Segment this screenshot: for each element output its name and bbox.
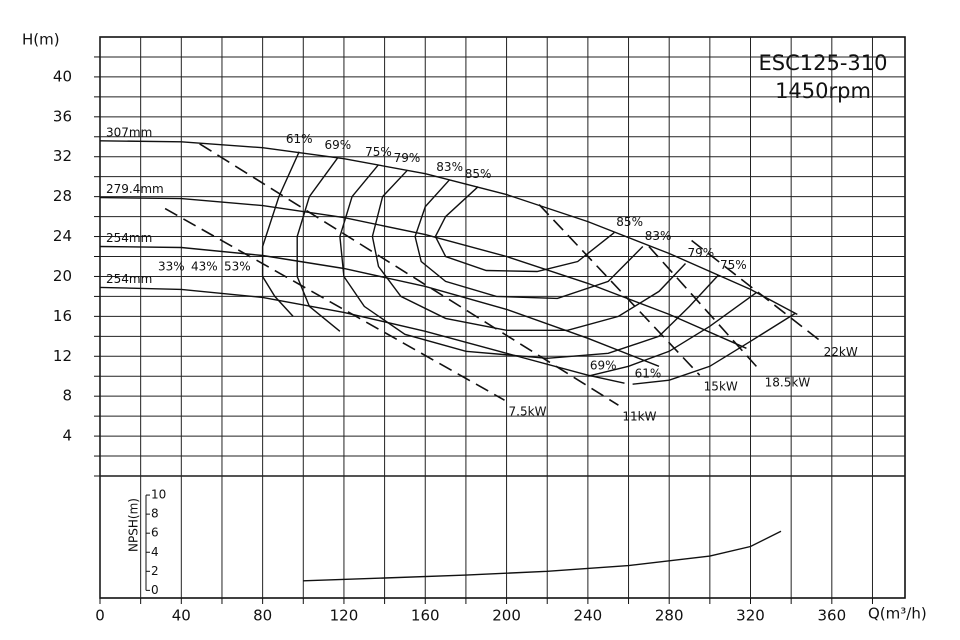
x-tick-label: 80	[253, 607, 272, 625]
y-tick-label: 36	[53, 107, 72, 125]
x-tick-label: 280	[655, 607, 684, 625]
efficiency-curve	[296, 157, 758, 377]
power-label: 18.5kW	[765, 376, 811, 390]
efficiency-label: 75%	[720, 258, 747, 272]
efficiency-label: 75%	[365, 145, 392, 159]
y-tick-label: 4	[62, 427, 72, 445]
efficiency-label: 83%	[436, 160, 463, 174]
efficiency-curve	[371, 170, 687, 331]
y-tick-label: 28	[53, 187, 72, 205]
y-tick-label: 24	[53, 227, 72, 245]
y-tick-label: 40	[53, 67, 72, 85]
power-line	[164, 207, 505, 401]
chart-title: ESC125-310	[758, 51, 887, 75]
npsh-tick-label: 8	[151, 507, 159, 521]
title-box	[745, 45, 900, 110]
power-line	[648, 245, 762, 372]
x-tick-label: 200	[492, 607, 521, 625]
x-tick-label: 0	[95, 607, 105, 625]
head-curve	[99, 140, 798, 316]
head-curve	[99, 245, 660, 367]
efficiency-label: 43%	[191, 260, 218, 274]
npsh-tick-label: 6	[151, 526, 159, 540]
npsh-tick-label: 2	[151, 564, 159, 578]
head-curve	[99, 286, 625, 384]
power-label: 11kW	[622, 410, 656, 424]
efficiency-label: 79%	[394, 151, 421, 165]
x-tick-label: 240	[574, 607, 603, 625]
efficiency-label: 69%	[325, 138, 352, 152]
curve-label: 279.4mm	[106, 182, 164, 196]
y-tick-label: 32	[53, 147, 72, 165]
chart-subtitle: 1450rpm	[775, 79, 871, 103]
curve-label: 307mm	[106, 125, 152, 139]
efficiency-label: 61%	[635, 367, 662, 381]
npsh-axis-bg	[142, 487, 164, 597]
x-tick-label: 40	[172, 607, 191, 625]
npsh-tick-label: 0	[151, 583, 159, 597]
x-tick-label: 120	[330, 607, 359, 625]
npsh-axis-label: NPSH(m)	[127, 498, 141, 552]
efficiency-label: 79%	[687, 246, 714, 260]
efficiency-label: 69%	[590, 359, 617, 373]
efficiency-label: 85%	[465, 167, 492, 181]
efficiency-curve	[261, 151, 796, 385]
x-axis-label: Q(m³/h)	[868, 605, 927, 623]
y-tick-label: 16	[53, 307, 72, 325]
power-label: 15kW	[704, 380, 738, 394]
npsh-curve	[303, 530, 782, 582]
efficiency-curve	[414, 179, 644, 300]
npsh-tick-label: 10	[151, 488, 166, 502]
y-tick-label: 8	[62, 387, 72, 405]
y-tick-label: 12	[53, 347, 72, 365]
efficiency-curve	[339, 164, 719, 360]
x-tick-label: 360	[817, 607, 846, 625]
y-tick-label: 20	[53, 267, 72, 285]
x-tick-label: 320	[736, 607, 765, 625]
power-label: 7.5kW	[509, 405, 547, 419]
npsh-tick-label: 4	[151, 545, 159, 559]
power-line	[691, 239, 821, 341]
efficiency-label: 83%	[645, 229, 672, 243]
efficiency-label: 33%	[158, 260, 185, 274]
curve-label: 254mm	[106, 231, 152, 245]
power-line	[199, 143, 619, 406]
power-line	[538, 204, 701, 376]
curve-label: 254mm	[106, 272, 152, 286]
power-label: 22kW	[824, 345, 858, 359]
efficiency-label: 61%	[286, 132, 313, 146]
efficiency-curve	[434, 186, 615, 273]
y-axis-label: H(m)	[22, 31, 60, 49]
head-curve	[99, 196, 747, 349]
efficiency-label: 53%	[224, 260, 251, 274]
x-tick-label: 160	[411, 607, 440, 625]
efficiency-label: 85%	[616, 215, 643, 229]
plot-frame	[99, 36, 906, 599]
